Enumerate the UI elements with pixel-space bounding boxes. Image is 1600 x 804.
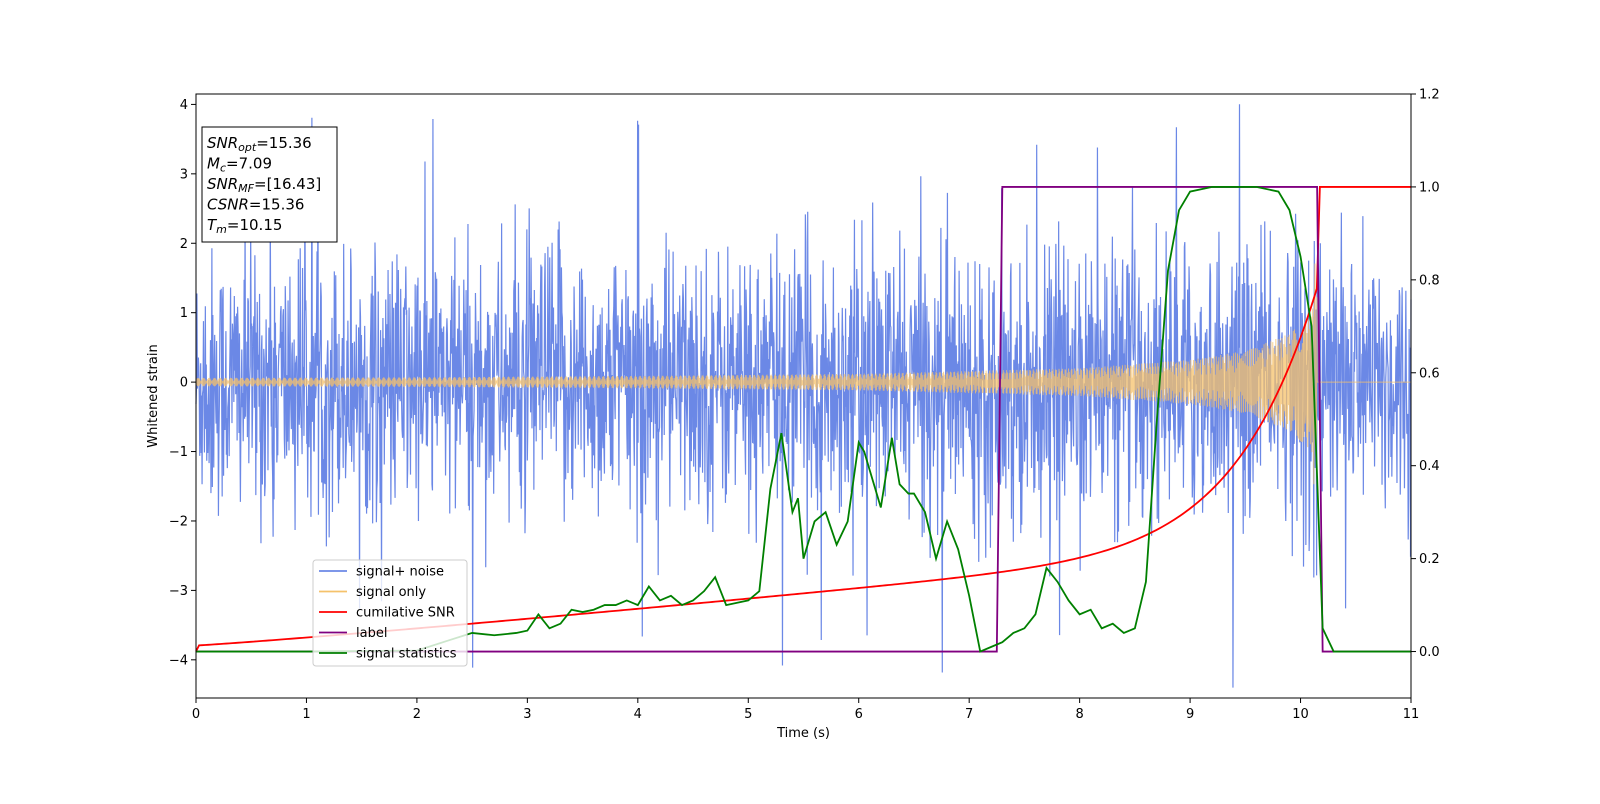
- x-tick-label: 9: [1186, 707, 1194, 722]
- legend-label: label: [356, 626, 387, 641]
- y2-tick-label: 0.4: [1419, 459, 1440, 474]
- legend-label: signal statistics: [356, 647, 457, 662]
- y2-tick-label: 0.2: [1419, 552, 1440, 567]
- y-tick-label: 1: [180, 306, 188, 321]
- y2-tick-label: 1.0: [1419, 180, 1440, 195]
- info-line: Mc=7.09: [207, 155, 272, 175]
- signal-statistics-line: [196, 186, 1411, 653]
- info-line: CSNR=15.36: [207, 196, 304, 214]
- x-tick-label: 11: [1403, 707, 1420, 722]
- y-tick-label: 0: [180, 376, 188, 391]
- legend-frame: [312, 559, 468, 667]
- y-tick-label: −2: [169, 514, 188, 529]
- x-tick-label: 6: [855, 707, 863, 722]
- y2-tick-label: 1.2: [1419, 88, 1440, 103]
- y2-tick-label: 0.6: [1419, 366, 1440, 381]
- signal-only-series: [195, 263, 1411, 485]
- info-box: SNRopt=15.36Mc=7.09SNRMF=[16.43]CSNR=15.…: [201, 126, 338, 243]
- axis-ticks: 0 1 2 3 4 5 6 7 8 9 10 11 −4 −3 −2 −1 0 1 2 3 4 0.0 0.2 0.4 0.6 0…: [169, 88, 1440, 723]
- signal-noise-series: [195, 104, 1412, 688]
- legend-label: cumilative SNR: [356, 606, 455, 621]
- y-axis-label: Whitened strain: [146, 344, 161, 447]
- y-tick-label: −3: [169, 584, 188, 599]
- x-tick-label: 8: [1075, 707, 1083, 722]
- y-tick-label: −4: [169, 653, 188, 668]
- y-tick-label: 2: [180, 237, 188, 252]
- legend-label: signal only: [356, 585, 426, 600]
- x-axis-label: Time (s): [776, 726, 830, 741]
- plot-border: [195, 93, 1412, 699]
- y2-tick-label: 0.8: [1419, 273, 1440, 288]
- y-tick-label: 3: [180, 167, 188, 182]
- plot-frame: [195, 93, 1412, 699]
- x-tick-label: 2: [413, 707, 421, 722]
- legend-label: signal+ noise: [356, 565, 444, 580]
- y2-tick-label: 0.0: [1419, 645, 1440, 660]
- x-tick-label: 7: [965, 707, 973, 722]
- y-tick-label: −1: [169, 445, 188, 460]
- x-tick-label: 3: [523, 707, 531, 722]
- x-tick-label: 1: [302, 707, 310, 722]
- signal-only-line: [195, 263, 1411, 485]
- info-line: SNRopt=15.36: [207, 134, 312, 154]
- legend: signal+ noise signal only cumilative SNR la…: [312, 559, 468, 667]
- x-tick-label: 10: [1292, 707, 1309, 722]
- info-line: Tm=10.15: [207, 216, 282, 236]
- x-tick-label: 0: [192, 707, 200, 722]
- signal-noise-line: [195, 104, 1412, 688]
- x-tick-label: 5: [744, 707, 752, 722]
- y-tick-label: 4: [180, 98, 188, 113]
- info-line: SNRMF=[16.43]: [207, 175, 321, 195]
- info-box-frame: [201, 126, 338, 243]
- x-tick-label: 4: [634, 707, 642, 722]
